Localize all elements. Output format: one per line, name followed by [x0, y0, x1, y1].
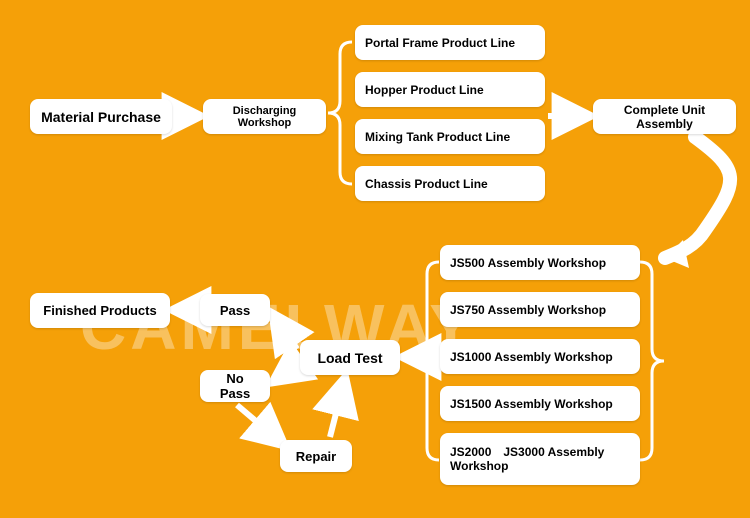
- node-label: Hopper Product Line: [365, 83, 484, 97]
- node-chassis: Chassis Product Line: [355, 166, 545, 201]
- node-portal: Portal Frame Product Line: [355, 25, 545, 60]
- node-label: Load Test: [317, 350, 382, 366]
- bracket: [328, 42, 352, 184]
- node-js750: JS750 Assembly Workshop: [440, 292, 640, 327]
- node-repair: Repair: [280, 440, 352, 472]
- node-discharge: Discharging Workshop: [203, 99, 326, 134]
- node-js1000: JS1000 Assembly Workshop: [440, 339, 640, 374]
- node-pass: Pass: [200, 294, 270, 326]
- node-js1500: JS1500 Assembly Workshop: [440, 386, 640, 421]
- node-label: Finished Products: [43, 303, 156, 318]
- node-label: JS750 Assembly Workshop: [450, 303, 606, 317]
- node-label: Chassis Product Line: [365, 177, 488, 191]
- node-js500: JS500 Assembly Workshop: [440, 245, 640, 280]
- node-hopper: Hopper Product Line: [355, 72, 545, 107]
- node-finished: Finished Products: [30, 293, 170, 328]
- bracket: [415, 262, 439, 460]
- node-label: Complete Unit Assembly: [603, 103, 726, 131]
- node-loadtest: Load Test: [300, 340, 400, 375]
- node-label: Repair: [296, 449, 336, 464]
- node-complete: Complete Unit Assembly: [593, 99, 736, 134]
- node-label: JS2000 JS3000 Assembly Workshop: [450, 445, 630, 473]
- node-label: JS1000 Assembly Workshop: [450, 350, 613, 364]
- node-label: JS500 Assembly Workshop: [450, 256, 606, 270]
- node-mixing: Mixing Tank Product Line: [355, 119, 545, 154]
- node-label: Discharging Workshop: [213, 105, 316, 129]
- node-nopass: No Pass: [200, 370, 270, 402]
- curve: [665, 137, 730, 258]
- node-label: Pass: [220, 303, 250, 318]
- node-js2000: JS2000 JS3000 Assembly Workshop: [440, 433, 640, 485]
- node-label: No Pass: [210, 371, 260, 401]
- arrow-loadtest-pass: [273, 314, 297, 349]
- arrow-nopass-repair: [237, 405, 284, 445]
- node-label: Mixing Tank Product Line: [365, 130, 510, 144]
- arrow-loadtest-nopass: [273, 365, 297, 382]
- node-label: Portal Frame Product Line: [365, 36, 515, 50]
- arrow-repair-loadtest: [330, 378, 345, 437]
- bracket: [640, 262, 664, 460]
- node-label: Material Purchase: [41, 109, 161, 125]
- node-label: JS1500 Assembly Workshop: [450, 397, 613, 411]
- node-material: Material Purchase: [30, 99, 172, 134]
